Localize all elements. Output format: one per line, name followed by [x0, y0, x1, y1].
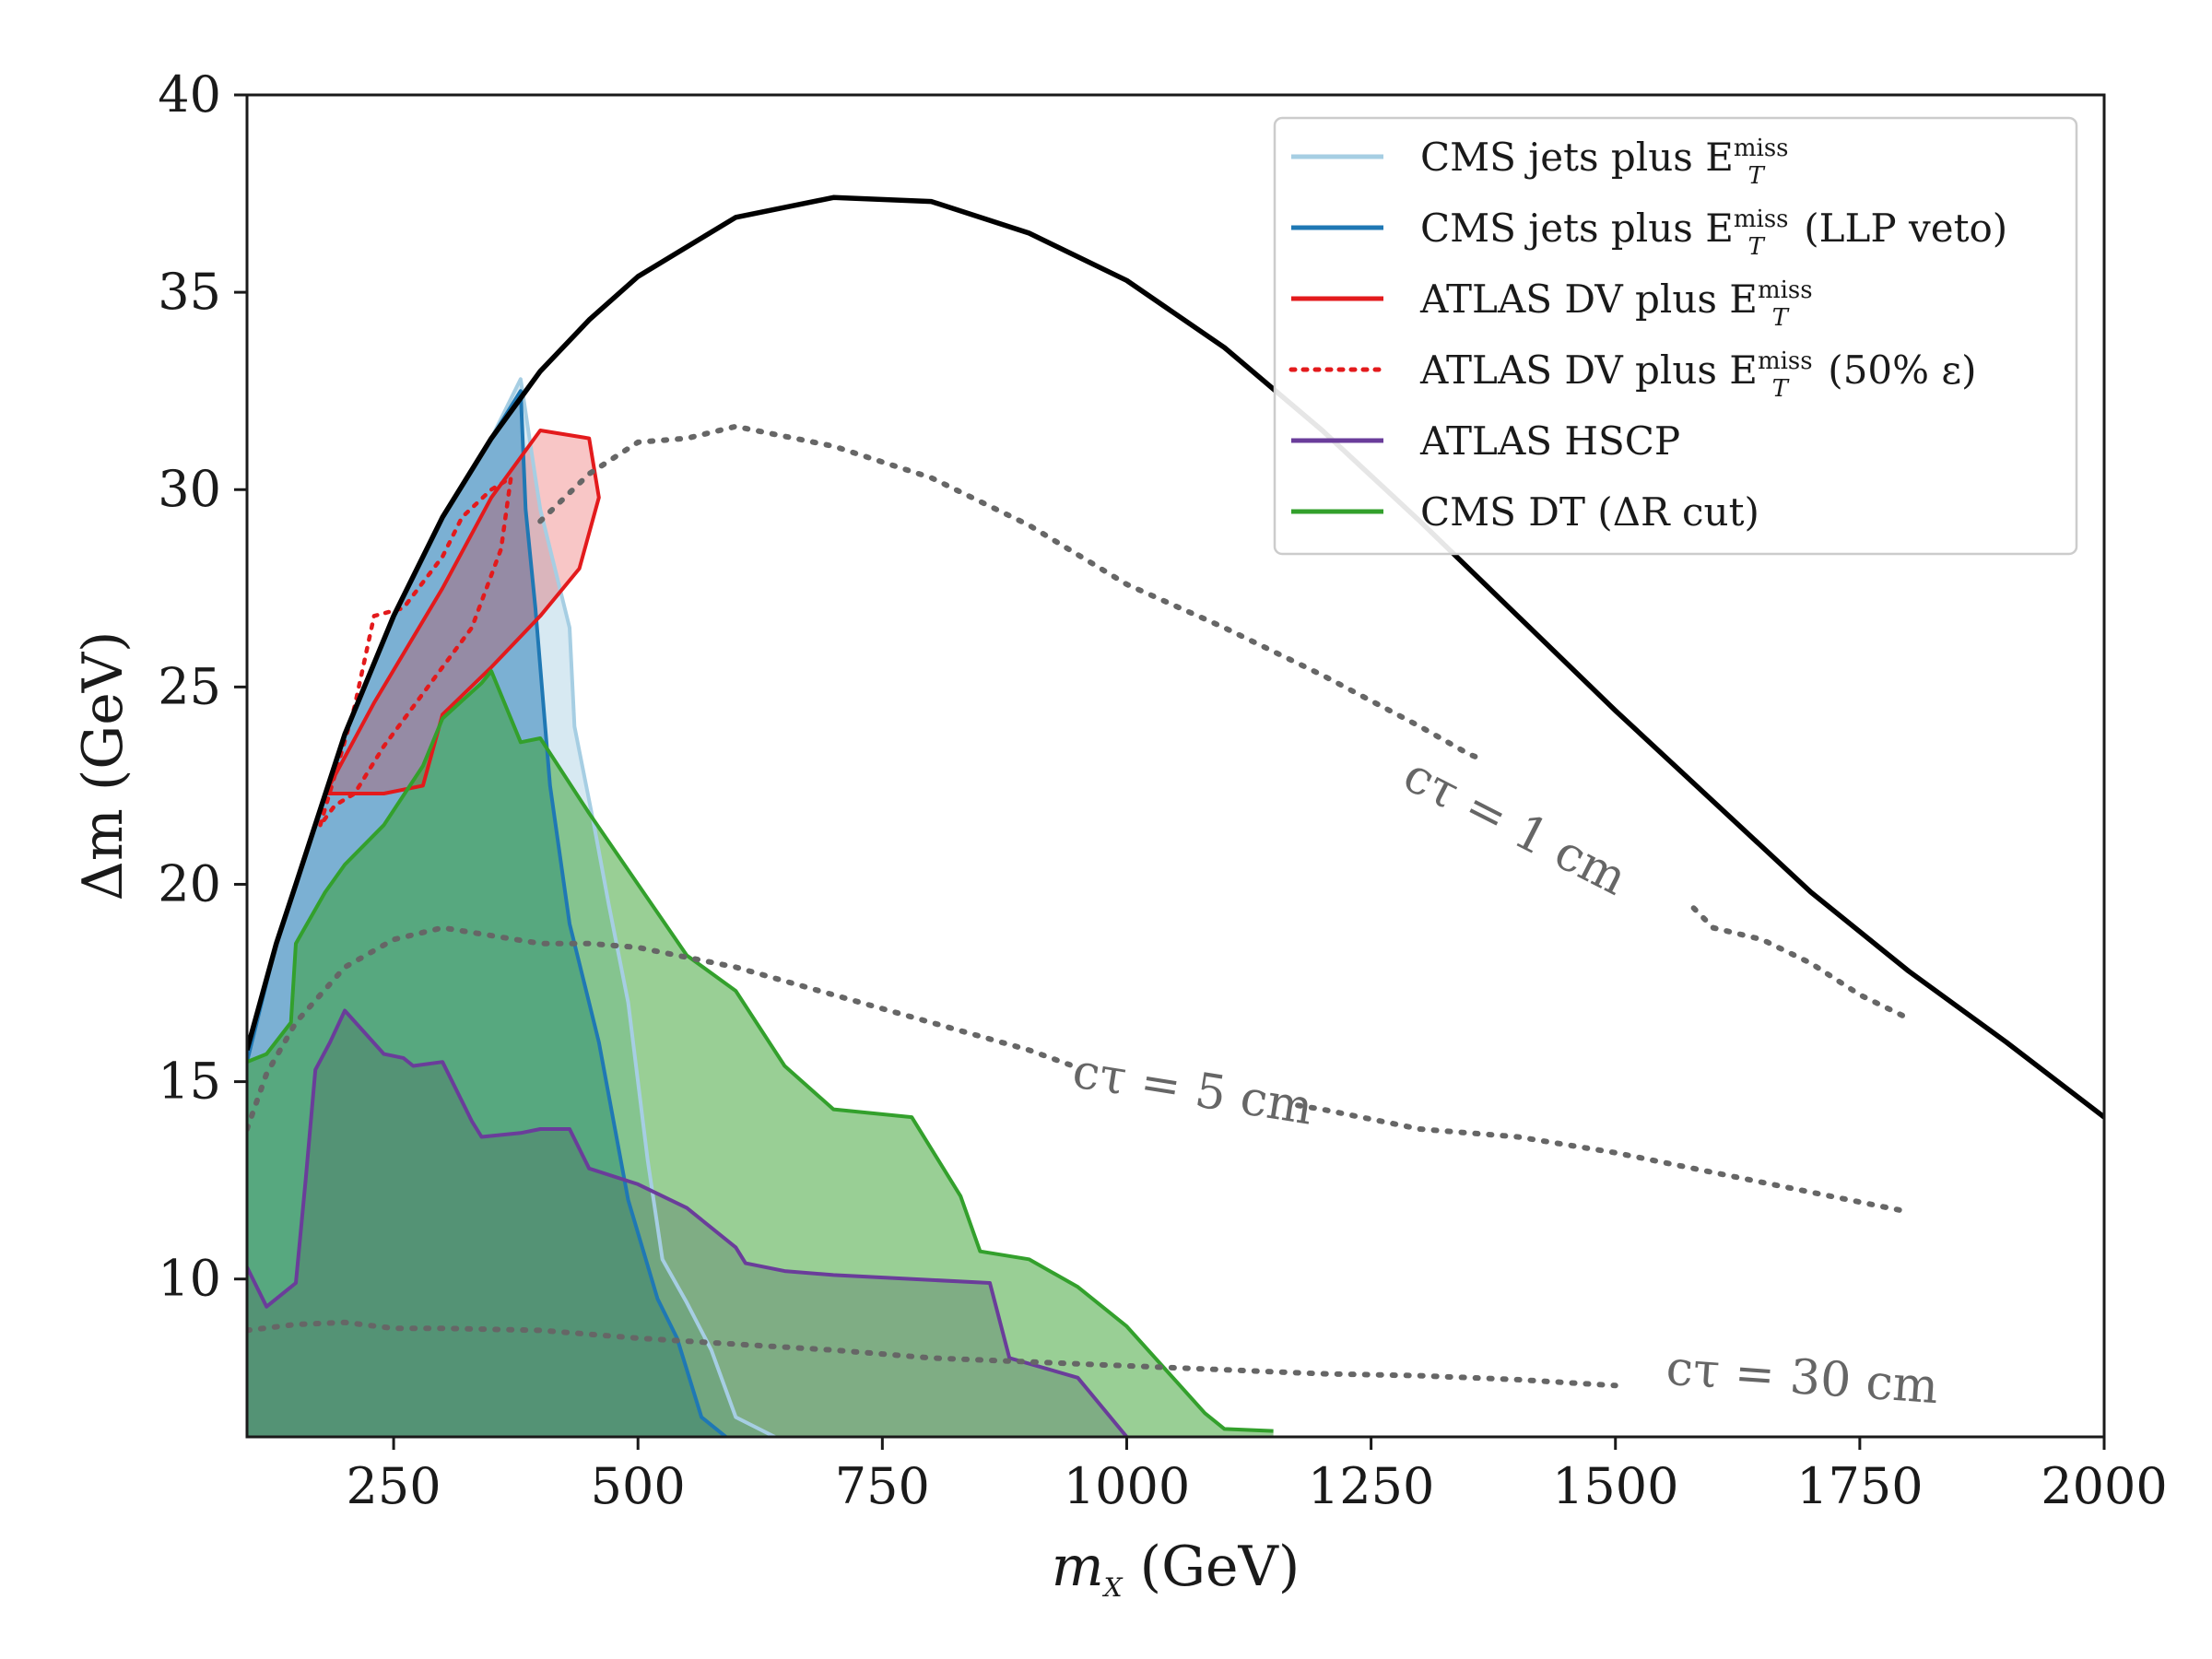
- x-tick-label-2000: 2000: [2041, 1457, 2167, 1515]
- contour-c-1-cm-seg-1: [1690, 905, 1912, 1022]
- x-tick-label-1500: 1500: [1552, 1457, 1678, 1515]
- boundary-line: [247, 194, 2104, 1120]
- legend: CMS jets plus Emiss T CMS jets plus Emiss T…: [1273, 116, 2078, 556]
- x-tick-label-1000: 1000: [1064, 1457, 1190, 1515]
- x-tick-label-500: 500: [591, 1457, 686, 1515]
- legend-box: [1273, 116, 2078, 556]
- x-tick-label-250: 250: [347, 1457, 441, 1515]
- plot-frame: [245, 93, 2106, 1439]
- contour-labels: cτ = 1 cm cτ = 5 cm cτ = 30 cm: [1069, 747, 1940, 1415]
- contour-c-30-cm-seg-0: [247, 1319, 1618, 1389]
- legend-label-5: CMS DT (ΔR cut): [1420, 489, 1759, 535]
- line-atlas-hscp: [247, 1008, 1129, 1437]
- legend-label-1: CMS jets plus Emiss T (LLP veto): [1420, 206, 2007, 261]
- legend-label-2: ATLAS DV plus Emiss T: [1419, 276, 1813, 332]
- ctau-contours: [247, 423, 1912, 1389]
- region-atlas-dv-plus-e-t-miss: [324, 430, 599, 794]
- contour-c-5-cm-seg-0: [247, 924, 1077, 1132]
- label-c-30-cm: cτ = 30 cm: [1665, 1341, 1940, 1415]
- x-tick-label-750: 750: [835, 1457, 930, 1515]
- y-tick-label-10: 10: [158, 1250, 221, 1308]
- x-tick-label-1750: 1750: [1796, 1457, 1923, 1515]
- x-axis-label: mX (GeV): [1052, 1535, 1300, 1603]
- line-cms-dt-r-cut: [247, 669, 1274, 1433]
- label-c-1-cm: cτ = 1 cm: [1394, 747, 1635, 907]
- contour-c-1-cm-seg-0: [537, 423, 1482, 761]
- y-tick-label-15: 15: [158, 1053, 221, 1111]
- legend-label-3: ATLAS DV plus Emiss T (50% ε): [1419, 347, 1977, 403]
- y-tick-label-35: 35: [158, 263, 221, 321]
- axes: 250 500 750 1000 1250 1500 1750 2000 10 15 20 25 30 3…: [71, 65, 2168, 1603]
- contour-c-5-cm-seg-1: [1295, 1102, 1912, 1215]
- label-c-5-cm: cτ = 5 cm: [1069, 1043, 1317, 1135]
- x-tick-label-1250: 1250: [1308, 1457, 1434, 1515]
- y-tick-label-25: 25: [158, 657, 221, 715]
- line-atlas-dv-plus-e-t-miss-50: [318, 476, 513, 828]
- y-tick-label-20: 20: [158, 854, 221, 912]
- legend-label-0: CMS jets plus Emiss T: [1420, 135, 1789, 190]
- legend-label-4: ATLAS HSCP: [1419, 418, 1680, 464]
- plot-area: [247, 377, 1274, 1437]
- y-tick-label-30: 30: [158, 460, 221, 518]
- kinematic-boundary: [247, 194, 2104, 1120]
- y-axis-label: Δm (GeV): [71, 631, 135, 901]
- region-cms-dt-r-cut: [247, 671, 1274, 1437]
- line-atlas-dv-plus-e-t-miss: [324, 429, 601, 795]
- y-tick-label-40: 40: [158, 65, 221, 124]
